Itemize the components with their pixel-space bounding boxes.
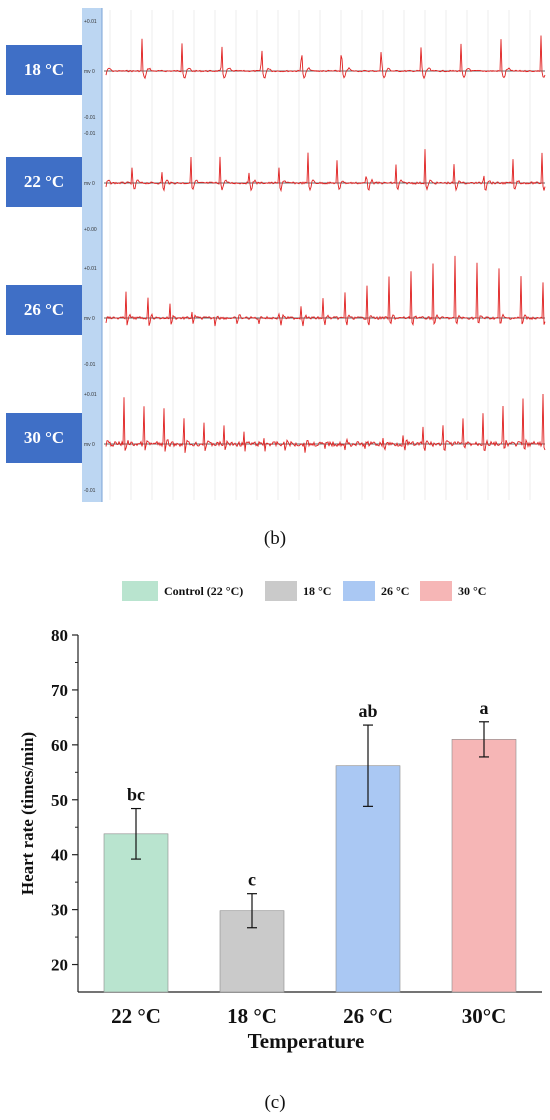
y-tick-label: 80: [51, 626, 68, 645]
significance-label: bc: [127, 785, 145, 805]
ecg-panel: +0.01 mv 0 -0.01 -0.01 mv 0 +0.00 +0.01 mv 0 -0.…: [0, 0, 550, 510]
legend-label: 30 °C: [458, 583, 487, 598]
ecg-trace-line: [105, 35, 546, 80]
legend-item-18: 18 °C: [265, 581, 331, 601]
y-tick-label: 30: [51, 901, 68, 920]
strip-label-18: 18 °C: [6, 45, 82, 95]
significance-label: a: [480, 698, 489, 718]
strip-label-26: 26 °C: [6, 285, 82, 335]
ecg-tick-label: +0.01: [84, 266, 97, 272]
legend-swatch: [122, 581, 158, 601]
x-tick-label: 22 °C: [111, 1004, 161, 1028]
y-tick-label: 40: [51, 846, 68, 865]
ecg-tick-label: mv 0: [84, 316, 95, 322]
ecg-tick-label: +0.01: [84, 392, 97, 398]
ecg-tick-label: -0.01: [84, 131, 96, 137]
legend-item-30: 30 °C: [420, 581, 486, 601]
y-tick-label: 60: [51, 736, 68, 755]
legend-swatch: [265, 581, 297, 601]
y-tick-label: 20: [51, 956, 68, 975]
x-axis-title: Temperature: [248, 1029, 365, 1053]
ecg-traces: +0.01 mv 0 -0.01 -0.01 mv 0 +0.00 +0.01 mv 0 -0.…: [82, 8, 546, 502]
legend-swatch: [343, 581, 375, 601]
bar: [451, 739, 517, 993]
legend-label: 26 °C: [381, 583, 410, 598]
y-tick-label: 50: [51, 791, 68, 810]
strip-label-22: 22 °C: [6, 157, 82, 207]
legend-item-control: Control (22 °C): [122, 581, 243, 601]
caption-c: (c): [264, 1092, 286, 1113]
significance-label: ab: [358, 701, 377, 721]
ecg-axis-strip: [82, 8, 102, 502]
y-tick-label: 70: [51, 681, 68, 700]
x-tick-label: 30°C: [462, 1004, 507, 1028]
legend-swatch: [420, 581, 452, 601]
ecg-trace-line: [105, 393, 546, 453]
significance-label: c: [248, 870, 256, 890]
ecg-tick-label: -0.01: [84, 362, 96, 368]
ecg-tick-label: mv 0: [84, 69, 95, 75]
ecg-tick-label: mv 0: [84, 181, 95, 187]
ecg-tick-label: -0.01: [84, 115, 96, 121]
caption-b: (b): [263, 528, 287, 549]
legend-label: 18 °C: [303, 583, 332, 598]
ecg-tick-label: +0.00: [84, 227, 97, 233]
ecg-tick-label: -0.01: [84, 488, 96, 494]
y-axis-title: Heart rate (times/min): [18, 732, 37, 895]
ecg-trace-line: [105, 149, 546, 193]
ecg-tick-label: mv 0: [84, 442, 95, 448]
chart-legend: Control (22 °C) 18 °C 26 °C 30 °C: [0, 581, 550, 603]
strip-label-30: 30 °C: [6, 413, 82, 463]
heart-rate-bar-chart: 20 30 40 50 60 70 80 bc 22 °C c 18 °C ab 26 °C a 30°C T…: [18, 626, 542, 1053]
ecg-trace-line: [105, 255, 546, 327]
x-tick-label: 26 °C: [343, 1004, 393, 1028]
ecg-grid: [109, 10, 531, 500]
ecg-tick-label: +0.01: [84, 19, 97, 25]
x-tick-label: 18 °C: [227, 1004, 277, 1028]
legend-item-26: 26 °C: [343, 581, 409, 601]
bar: [103, 833, 169, 993]
legend-label: Control (22 °C): [164, 583, 244, 598]
